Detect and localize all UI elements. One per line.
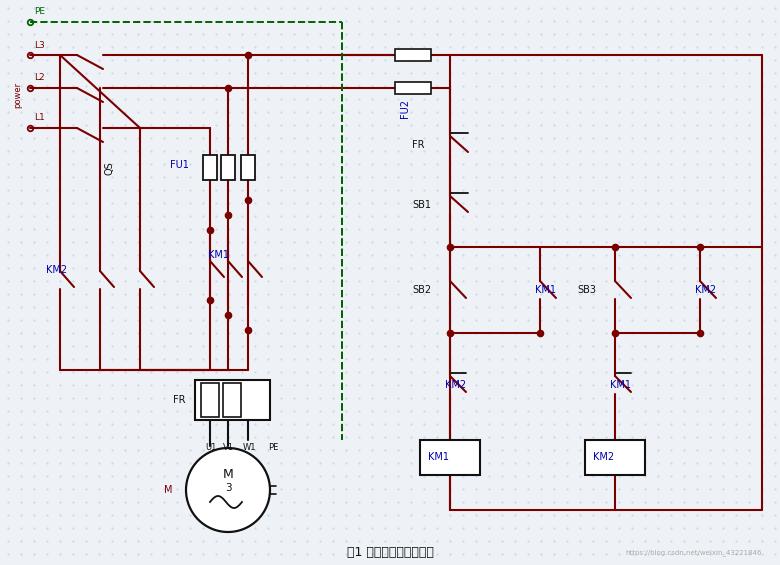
Text: FU1: FU1 xyxy=(170,160,189,170)
Text: PE: PE xyxy=(268,444,278,453)
Text: 3: 3 xyxy=(225,483,232,493)
Text: 图1 电机联锁正反转电路: 图1 电机联锁正反转电路 xyxy=(346,545,434,558)
Bar xyxy=(395,82,431,94)
Text: W1: W1 xyxy=(243,444,257,453)
Text: FU2: FU2 xyxy=(400,98,410,118)
Text: KM2: KM2 xyxy=(593,453,614,463)
Text: SB3: SB3 xyxy=(577,285,596,295)
Text: M: M xyxy=(222,467,233,480)
Bar xyxy=(395,49,431,61)
Text: L2: L2 xyxy=(34,73,44,82)
Text: KM1: KM1 xyxy=(610,380,631,390)
Text: V1: V1 xyxy=(223,444,234,453)
Circle shape xyxy=(186,448,270,532)
Text: FR: FR xyxy=(173,395,186,405)
Text: KM2: KM2 xyxy=(695,285,716,295)
Bar xyxy=(585,440,645,475)
Text: KM2: KM2 xyxy=(46,265,67,275)
Text: U1: U1 xyxy=(205,444,216,453)
Text: M: M xyxy=(164,485,172,495)
Bar xyxy=(201,383,219,417)
Text: KM1: KM1 xyxy=(208,250,229,260)
Text: FR: FR xyxy=(412,140,424,150)
Bar xyxy=(420,440,480,475)
Text: KM1: KM1 xyxy=(535,285,556,295)
Text: power: power xyxy=(13,82,23,108)
Bar xyxy=(223,383,241,417)
Bar xyxy=(221,155,235,180)
Text: PE: PE xyxy=(34,7,45,16)
Text: https://blog.csdn.net/weixin_43221846: https://blog.csdn.net/weixin_43221846 xyxy=(626,550,762,557)
Text: L3: L3 xyxy=(34,41,44,50)
Text: KM2: KM2 xyxy=(445,380,466,390)
Text: QS: QS xyxy=(105,161,115,175)
Bar xyxy=(195,380,270,420)
Bar xyxy=(203,155,217,180)
Text: L1: L1 xyxy=(34,114,44,123)
Text: KM1: KM1 xyxy=(428,453,449,463)
Text: SB2: SB2 xyxy=(412,285,431,295)
Text: SB1: SB1 xyxy=(412,200,431,210)
Bar xyxy=(241,155,255,180)
